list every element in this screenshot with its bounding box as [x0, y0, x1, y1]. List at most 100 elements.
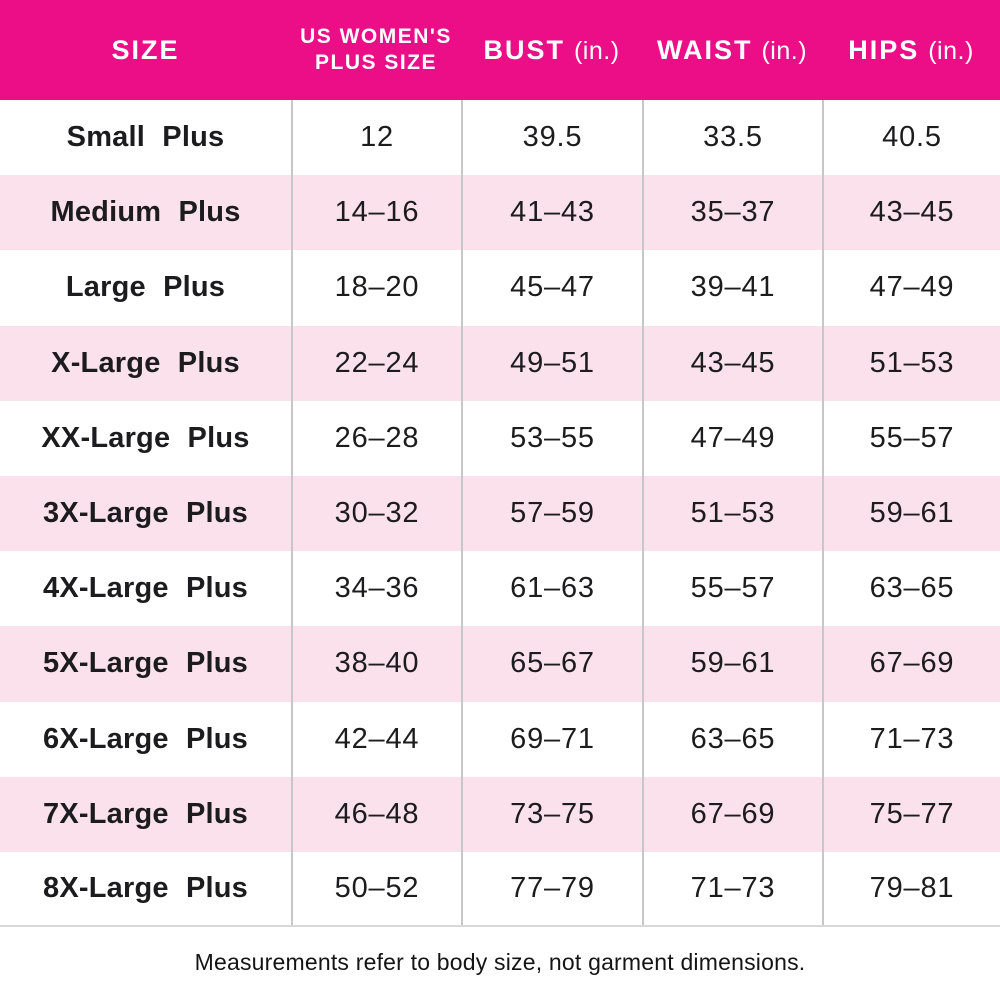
bust-cell: 77–79 — [461, 851, 642, 926]
bust-cell: 57–59 — [461, 475, 642, 552]
bust-value: 39.5 — [522, 121, 583, 154]
us-plus-size-value: 14–16 — [334, 196, 420, 229]
us-plus-size-cell: 22–24 — [291, 325, 461, 401]
hips-value: 47–49 — [869, 271, 955, 304]
bust-value: 49–51 — [510, 346, 595, 379]
waist-cell: 33.5 — [642, 100, 822, 176]
table-row-5x-large-plus: 5X-Large Plus 38–40 65–67 59–61 67–69 — [0, 626, 1000, 702]
table-row-4x-large-plus: 4X-Large Plus 34–36 61–63 55–57 63–65 — [0, 551, 1000, 627]
bust-cell: 65–67 — [461, 626, 642, 702]
hips-cell: 47–49 — [822, 250, 1000, 326]
header-size-label: SIZE — [111, 34, 180, 65]
bust-cell: 53–55 — [461, 400, 642, 476]
size-label: 4X-Large Plus — [43, 572, 248, 605]
us-plus-size-cell: 30–32 — [291, 475, 461, 552]
size-label-cell: 5X-Large Plus — [0, 626, 291, 701]
hips-value: 71–73 — [869, 722, 955, 755]
waist-value: 67–69 — [690, 797, 776, 830]
table-row-7x-large-plus: 7X-Large Plus 46–48 73–75 67–69 75–77 — [0, 776, 1000, 852]
bust-value: 57–59 — [510, 497, 595, 530]
waist-value: 71–73 — [690, 871, 776, 904]
size-label: X-Large Plus — [51, 346, 240, 379]
waist-value: 43–45 — [690, 346, 776, 379]
header-hips-unit: (in.) — [928, 36, 974, 65]
waist-cell: 47–49 — [642, 400, 822, 476]
bust-value: 73–75 — [510, 797, 595, 830]
waist-cell: 63–65 — [642, 701, 822, 777]
header-bust-label: BUST — [483, 34, 565, 65]
us-plus-size-cell: 18–20 — [291, 250, 461, 326]
header-cell-waist: WAIST (in.) — [642, 0, 822, 100]
waist-cell: 35–37 — [642, 175, 822, 251]
us-plus-size-cell: 14–16 — [291, 175, 461, 251]
us-plus-size-cell: 50–52 — [291, 851, 461, 926]
header-waist-unit: (in.) — [761, 36, 808, 65]
hips-cell: 67–69 — [822, 626, 1000, 702]
size-label-cell: 3X-Large Plus — [0, 476, 291, 551]
size-label: 3X-Large Plus — [43, 497, 248, 530]
table-row-8x-large-plus: 8X-Large Plus 50–52 77–79 71–73 79–81 — [0, 851, 1000, 928]
size-label: Large Plus — [65, 271, 226, 304]
waist-cell: 39–41 — [642, 250, 822, 326]
size-label: 7X-Large Plus — [43, 797, 248, 830]
hips-value: 75–77 — [869, 797, 955, 830]
size-label-cell: Medium Plus — [0, 175, 291, 250]
size-label: 5X-Large Plus — [43, 647, 248, 680]
hips-cell: 40.5 — [822, 100, 1000, 176]
waist-value: 35–37 — [690, 196, 776, 229]
us-plus-size-cell: 12 — [291, 100, 461, 176]
us-plus-size-value: 42–44 — [334, 722, 420, 755]
header-cell-bust: BUST (in.) — [461, 0, 642, 100]
header-cell-size: SIZE — [0, 0, 291, 100]
hips-cell: 43–45 — [822, 175, 1000, 251]
size-label: XX-Large Plus — [41, 421, 250, 454]
size-label: Medium Plus — [50, 196, 241, 229]
us-plus-size-value: 50–52 — [334, 871, 420, 904]
size-label-cell: XX-Large Plus — [0, 401, 291, 476]
us-plus-size-value: 34–36 — [334, 572, 420, 605]
header-cell-hips: HIPS (in.) — [822, 0, 1000, 100]
bust-value: 45–47 — [510, 271, 595, 304]
size-label-cell: 7X-Large Plus — [0, 777, 291, 852]
waist-value: 55–57 — [690, 572, 776, 605]
header-cell-us-plus-size: US WOMEN'S PLUS SIZE — [291, 0, 461, 100]
table-row-small-plus: Small Plus 12 39.5 33.5 40.5 — [0, 100, 1000, 176]
table-row-3x-large-plus: 3X-Large Plus 30–32 57–59 51–53 59–61 — [0, 475, 1000, 552]
hips-cell: 63–65 — [822, 551, 1000, 627]
hips-cell: 59–61 — [822, 475, 1000, 552]
hips-value: 43–45 — [869, 196, 955, 229]
table-row-6x-large-plus: 6X-Large Plus 42–44 69–71 63–65 71–73 — [0, 701, 1000, 777]
us-plus-size-cell: 38–40 — [291, 626, 461, 702]
waist-value: 59–61 — [690, 647, 776, 680]
table-header-row: SIZE US WOMEN'S PLUS SIZE BUST (in.) WAI… — [0, 0, 1000, 100]
table-body: Small Plus 12 39.5 33.5 40.5 Medium Plus… — [0, 100, 1000, 928]
bust-value: 69–71 — [510, 722, 595, 755]
us-plus-size-value: 12 — [360, 121, 394, 154]
table-row-xx-large-plus: XX-Large Plus 26–28 53–55 47–49 55–57 — [0, 400, 1000, 476]
measurement-footnote: Measurements refer to body size, not gar… — [194, 949, 806, 976]
hips-value: 79–81 — [869, 871, 955, 904]
bust-cell: 49–51 — [461, 325, 642, 401]
waist-cell: 51–53 — [642, 475, 822, 552]
waist-cell: 71–73 — [642, 851, 822, 926]
bust-value: 77–79 — [510, 871, 595, 904]
waist-cell: 43–45 — [642, 325, 822, 401]
bust-cell: 69–71 — [461, 701, 642, 777]
waist-cell: 59–61 — [642, 626, 822, 702]
size-label-cell: 6X-Large Plus — [0, 702, 291, 777]
us-plus-size-value: 22–24 — [334, 346, 420, 379]
bust-value: 53–55 — [510, 421, 595, 454]
header-hips-label: HIPS — [848, 34, 920, 65]
hips-cell: 55–57 — [822, 400, 1000, 476]
waist-cell: 67–69 — [642, 776, 822, 852]
hips-value: 63–65 — [869, 572, 955, 605]
hips-value: 51–53 — [869, 346, 955, 379]
size-label-cell: Large Plus — [0, 250, 291, 325]
bust-value: 41–43 — [510, 196, 595, 229]
size-label-cell: X-Large Plus — [0, 326, 291, 401]
us-plus-size-value: 46–48 — [334, 797, 420, 830]
waist-value: 33.5 — [703, 121, 763, 154]
bust-cell: 45–47 — [461, 250, 642, 326]
hips-value: 67–69 — [869, 647, 955, 680]
waist-value: 39–41 — [690, 271, 776, 304]
